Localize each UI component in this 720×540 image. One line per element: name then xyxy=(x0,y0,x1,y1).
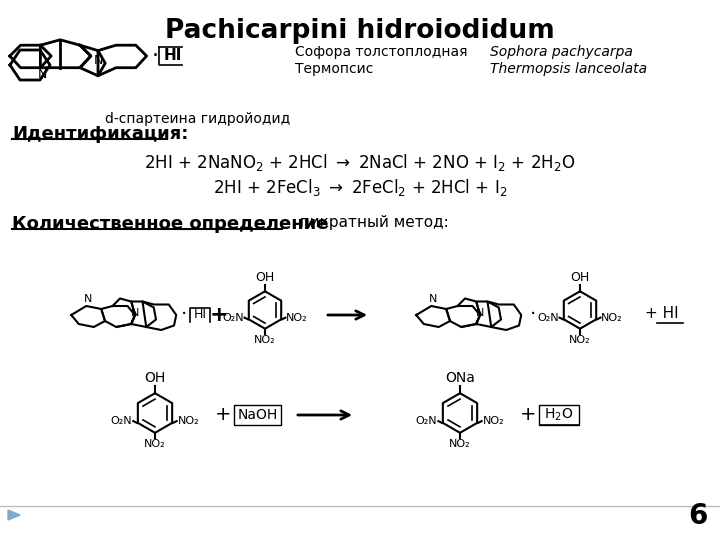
Text: NO₂: NO₂ xyxy=(601,313,623,322)
Text: пикратный метод:: пикратный метод: xyxy=(290,215,449,230)
Text: + HI: + HI xyxy=(645,306,679,321)
Text: O₂N: O₂N xyxy=(111,416,132,426)
Text: N: N xyxy=(476,308,484,319)
Text: O₂N: O₂N xyxy=(222,313,243,322)
Text: Термопсис: Термопсис xyxy=(295,62,374,76)
Text: HI: HI xyxy=(164,49,182,64)
Text: HI: HI xyxy=(194,308,207,321)
Text: NO₂: NO₂ xyxy=(482,416,504,426)
Text: NO₂: NO₂ xyxy=(178,416,199,426)
Text: Sophora pachycarpa: Sophora pachycarpa xyxy=(490,45,633,59)
Text: +: + xyxy=(520,406,536,424)
Text: N: N xyxy=(131,308,139,319)
Text: N: N xyxy=(429,294,438,304)
Text: OH: OH xyxy=(256,271,274,284)
Text: NO₂: NO₂ xyxy=(449,439,471,449)
Text: ·: · xyxy=(530,306,536,325)
Text: OH: OH xyxy=(570,271,590,284)
Text: ONa: ONa xyxy=(445,371,475,385)
Text: O₂N: O₂N xyxy=(416,416,438,426)
Text: NO₂: NO₂ xyxy=(287,313,308,322)
Text: Pachicarpini hidroiodidum: Pachicarpini hidroiodidum xyxy=(165,18,555,44)
Text: Thermopsis lanceolata: Thermopsis lanceolata xyxy=(490,62,647,76)
Text: Софора толстоплодная: Софора толстоплодная xyxy=(295,45,467,59)
Text: NO₂: NO₂ xyxy=(144,439,166,449)
Text: 6: 6 xyxy=(688,502,708,530)
Text: +: + xyxy=(210,305,228,325)
Text: ·: · xyxy=(181,306,187,325)
Text: H$_2$O: H$_2$O xyxy=(544,407,574,423)
Text: NaOH: NaOH xyxy=(238,408,278,422)
Text: Количественное определение: Количественное определение xyxy=(12,215,328,233)
Text: N: N xyxy=(37,68,47,81)
Polygon shape xyxy=(8,510,20,520)
Text: 2HI + 2FeCl$_3$ $\rightarrow$ 2FeCl$_2$ + 2HCl + I$_2$: 2HI + 2FeCl$_3$ $\rightarrow$ 2FeCl$_2$ … xyxy=(213,177,507,198)
Text: 2HI + 2NaNO$_2$ + 2HCl $\rightarrow$ 2NaCl + 2NO + I$_2$ + 2H$_2$O: 2HI + 2NaNO$_2$ + 2HCl $\rightarrow$ 2Na… xyxy=(144,152,576,173)
Text: NO₂: NO₂ xyxy=(570,335,591,345)
Text: OH: OH xyxy=(145,371,166,385)
Text: ·: · xyxy=(152,46,159,66)
Text: N: N xyxy=(84,294,93,304)
Text: d-спартеина гидройодид: d-спартеина гидройодид xyxy=(105,112,290,126)
Text: +: + xyxy=(215,406,231,424)
Text: Идентификация:: Идентификация: xyxy=(12,125,189,143)
Text: NO₂: NO₂ xyxy=(254,335,276,345)
Text: O₂N: O₂N xyxy=(537,313,559,322)
Text: N: N xyxy=(94,54,103,67)
